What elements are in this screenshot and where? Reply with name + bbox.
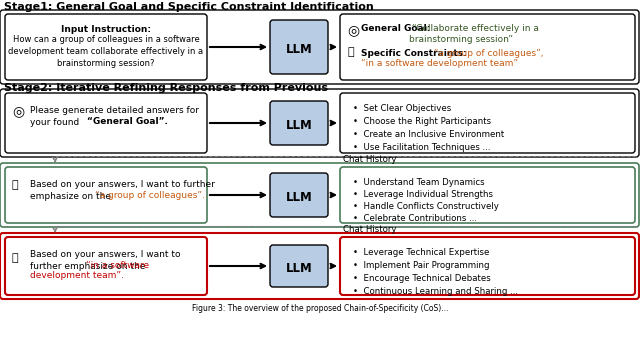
Text: •  Celebrate Contributions ...: • Celebrate Contributions ...: [353, 214, 477, 223]
Text: development team”.: development team”.: [30, 271, 124, 280]
Text: •  Set Clear Objectives: • Set Clear Objectives: [353, 104, 451, 113]
Text: •  Handle Conflicts Constructively: • Handle Conflicts Constructively: [353, 202, 499, 211]
Text: Based on your answers, I want to
further emphasize on the: Based on your answers, I want to further…: [30, 250, 180, 271]
FancyBboxPatch shape: [0, 10, 639, 84]
Text: •  Use Facilitation Techniques ...: • Use Facilitation Techniques ...: [353, 143, 490, 152]
FancyBboxPatch shape: [5, 167, 207, 223]
Text: Specific Constraints:: Specific Constraints:: [361, 49, 467, 58]
FancyBboxPatch shape: [340, 167, 635, 223]
Text: General Goal:: General Goal:: [361, 24, 430, 33]
Text: •  Encourage Technical Debates: • Encourage Technical Debates: [353, 274, 491, 283]
Text: How can a group of colleagues in a software
development team collaborate effecti: How can a group of colleagues in a softw…: [8, 35, 204, 68]
Text: Chat History: Chat History: [343, 225, 397, 234]
Text: LLM: LLM: [285, 119, 312, 132]
Text: ◎: ◎: [347, 23, 359, 37]
Text: Input Instruction:: Input Instruction:: [61, 25, 151, 34]
Text: “Collaborate effectively in a
brainstorming session”: “Collaborate effectively in a brainstorm…: [409, 24, 539, 45]
Text: •  Create an Inclusive Environment: • Create an Inclusive Environment: [353, 130, 504, 139]
Text: 🔗: 🔗: [347, 47, 354, 57]
FancyBboxPatch shape: [5, 237, 207, 295]
FancyBboxPatch shape: [270, 245, 328, 287]
Text: 🔗: 🔗: [12, 253, 19, 263]
Text: Chat History: Chat History: [343, 155, 397, 164]
Text: •  Leverage Technical Expertise: • Leverage Technical Expertise: [353, 248, 490, 257]
Text: •  Choose the Right Participants: • Choose the Right Participants: [353, 117, 491, 126]
FancyBboxPatch shape: [5, 14, 207, 80]
Text: LLM: LLM: [285, 191, 312, 204]
FancyBboxPatch shape: [270, 20, 328, 74]
Text: Stage2: Iterative Refining Responses from Previous: Stage2: Iterative Refining Responses fro…: [4, 83, 328, 93]
FancyBboxPatch shape: [340, 93, 635, 153]
Text: “in a software development team”: “in a software development team”: [361, 59, 518, 68]
FancyBboxPatch shape: [0, 233, 639, 299]
Text: •  Leverage Individual Strengths: • Leverage Individual Strengths: [353, 190, 493, 199]
FancyBboxPatch shape: [340, 237, 635, 295]
FancyBboxPatch shape: [270, 101, 328, 145]
Text: “a group of colleagues”,: “a group of colleagues”,: [428, 49, 543, 58]
FancyBboxPatch shape: [270, 173, 328, 217]
Text: LLM: LLM: [285, 262, 312, 275]
Text: LLM: LLM: [285, 43, 312, 56]
Text: •  Understand Team Dynamics: • Understand Team Dynamics: [353, 178, 484, 187]
FancyBboxPatch shape: [0, 163, 639, 227]
Text: “in a software: “in a software: [86, 262, 149, 270]
FancyBboxPatch shape: [0, 89, 639, 157]
Text: “General Goal”.: “General Goal”.: [87, 117, 168, 126]
Text: “a group of colleagues”.: “a group of colleagues”.: [95, 191, 205, 200]
FancyBboxPatch shape: [340, 14, 635, 80]
Text: Please generate detailed answers for
your found: Please generate detailed answers for you…: [30, 106, 199, 127]
FancyBboxPatch shape: [5, 93, 207, 153]
Text: Figure 3: The overview of the proposed Chain-of-Specificity (CoS)...: Figure 3: The overview of the proposed C…: [192, 304, 448, 313]
Text: ◎: ◎: [12, 104, 24, 118]
Text: •  Continuous Learning and Sharing ...: • Continuous Learning and Sharing ...: [353, 287, 518, 296]
Text: 🔗: 🔗: [12, 180, 19, 190]
Text: Stage1: General Goal and Specific Constraint Identification: Stage1: General Goal and Specific Constr…: [4, 2, 374, 12]
Text: Based on your answers, I want to further
emphasize on the: Based on your answers, I want to further…: [30, 180, 215, 201]
Text: •  Implement Pair Programming: • Implement Pair Programming: [353, 261, 490, 270]
